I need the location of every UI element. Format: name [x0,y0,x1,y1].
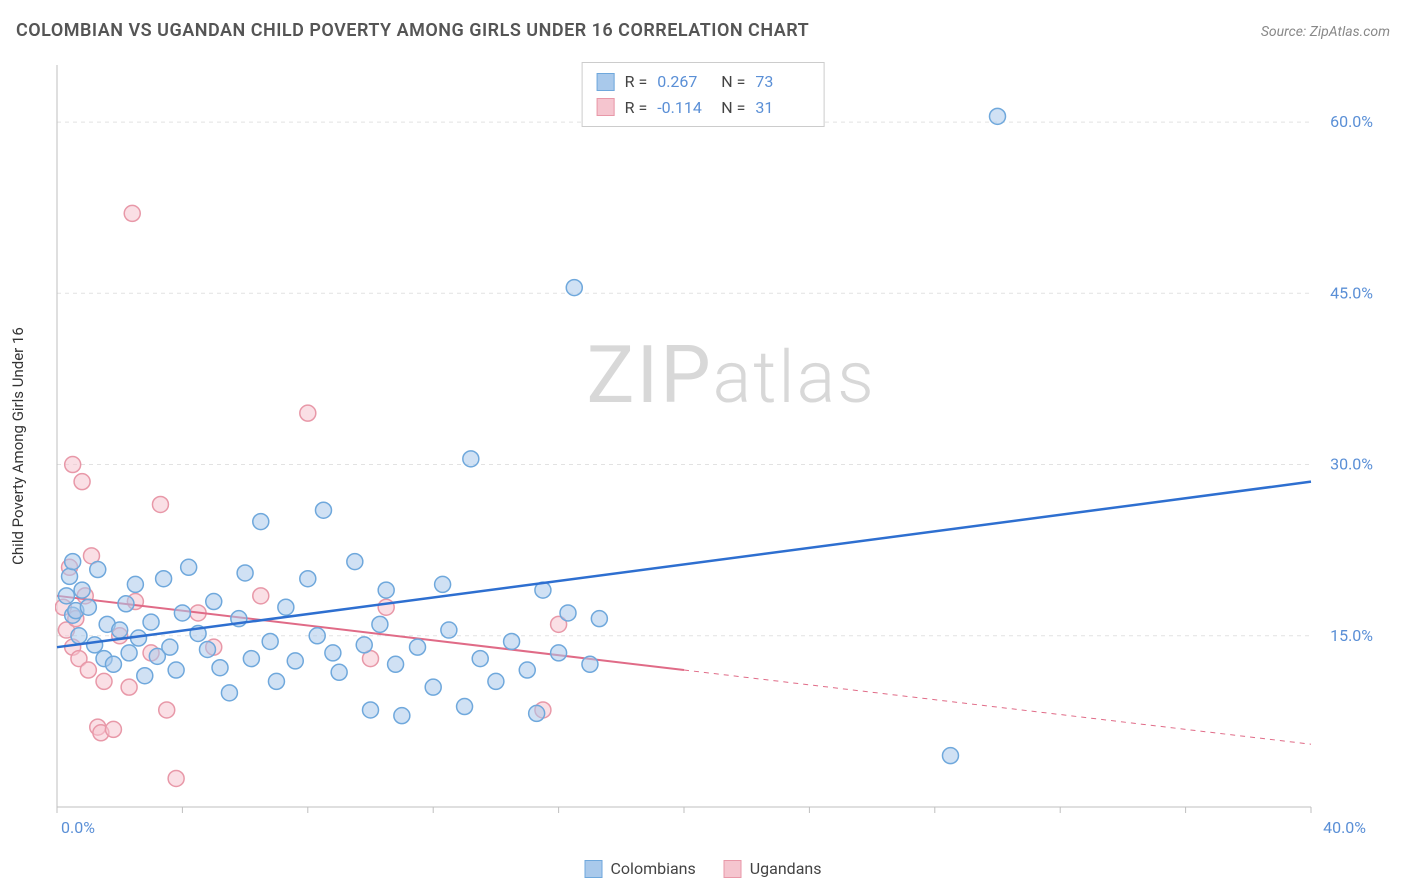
n-label: N = [721,69,745,95]
r-value-ugandans: -0.114 [657,95,711,121]
swatch-colombians [585,860,603,878]
correlation-stats-legend: R = 0.267 N = 73 R = -0.114 N = 31 [582,62,825,127]
swatch-ugandans [597,98,615,116]
n-label: N = [721,95,745,121]
legend-label-colombians: Colombians [611,859,696,878]
n-value-ugandans: 31 [755,95,809,121]
svg-text:60.0%: 60.0% [1330,112,1373,131]
svg-text:40.0%: 40.0% [1323,818,1366,837]
r-value-colombians: 0.267 [657,69,711,95]
svg-text:15.0%: 15.0% [1330,626,1373,645]
stats-row-colombians: R = 0.267 N = 73 [597,69,810,95]
chart-header: COLOMBIAN VS UGANDAN CHILD POVERTY AMONG… [16,20,1390,41]
series-legend: Colombians Ugandans [585,859,822,878]
r-label: R = [625,95,648,121]
legend-item-colombians: Colombians [585,859,696,878]
r-label: R = [625,69,648,95]
n-value-colombians: 73 [755,69,809,95]
chart-plot-area: 15.0% 30.0% 45.0% 60.0% 0.0% 40.0% [55,55,1381,837]
scatter-chart-svg: 15.0% 30.0% 45.0% 60.0% 0.0% 40.0% [55,55,1381,837]
swatch-colombians [597,73,615,91]
svg-text:0.0%: 0.0% [61,818,95,837]
svg-text:45.0%: 45.0% [1330,283,1373,302]
y-axis-label: Child Poverty Among Girls Under 16 [9,327,27,565]
chart-source: Source: ZipAtlas.com [1261,24,1390,40]
legend-item-ugandans: Ugandans [724,859,822,878]
stats-row-ugandans: R = -0.114 N = 31 [597,95,810,121]
swatch-ugandans [724,860,742,878]
legend-label-ugandans: Ugandans [750,859,822,878]
chart-title: COLOMBIAN VS UGANDAN CHILD POVERTY AMONG… [16,20,809,41]
svg-text:30.0%: 30.0% [1330,455,1373,474]
